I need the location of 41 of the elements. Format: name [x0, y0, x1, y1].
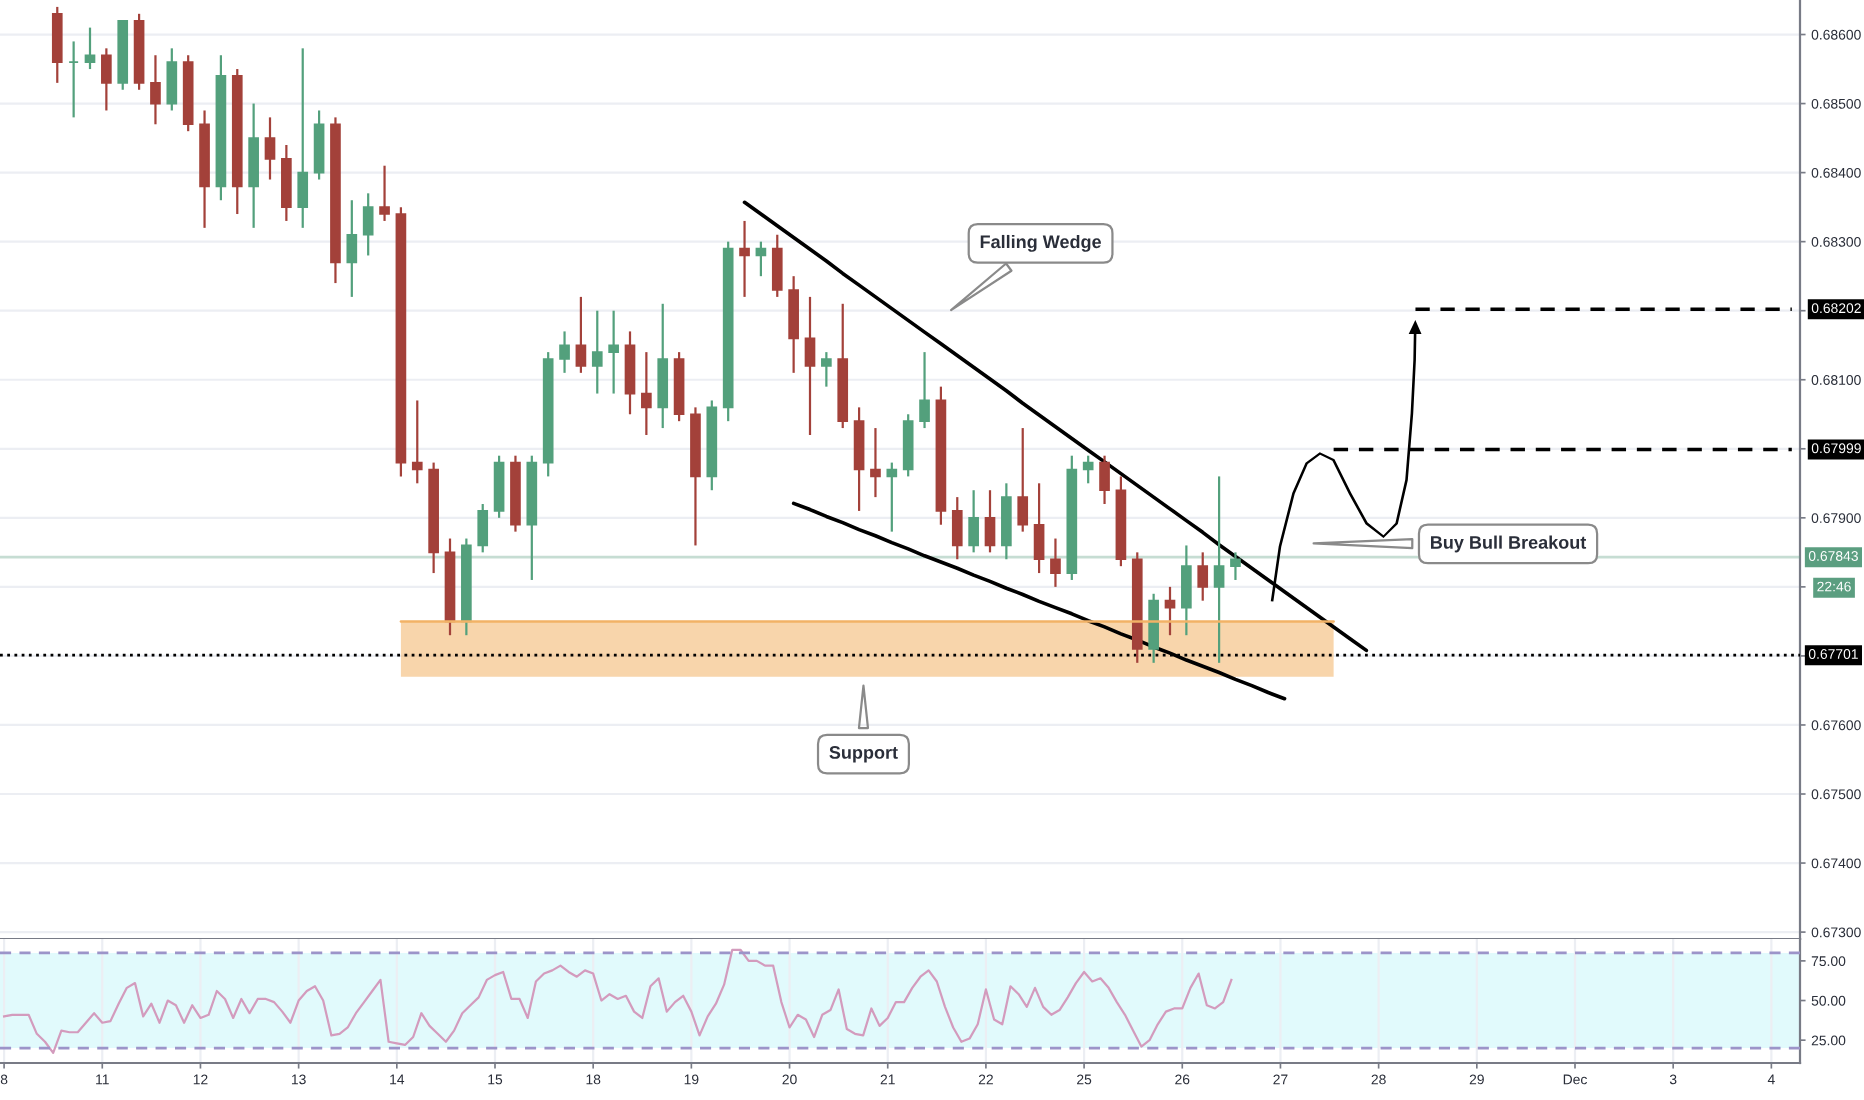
candlestick: [641, 351, 652, 437]
candlestick: [150, 54, 161, 126]
candlestick: [870, 426, 881, 499]
candlestick: [101, 47, 112, 112]
annotation: Falling Wedge: [980, 234, 1101, 252]
annotation: Support: [829, 746, 898, 763]
candlestick: [608, 309, 619, 395]
candlestick: [166, 47, 178, 112]
candlestick: [1017, 426, 1029, 533]
candlestick: [591, 309, 603, 395]
candlestick: [951, 496, 963, 561]
candlestick: [886, 461, 898, 533]
candlestick: [1050, 537, 1061, 588]
candlestick: [1099, 454, 1110, 506]
candlestick: [362, 192, 374, 257]
candlestick: [771, 233, 783, 298]
candlestick: [1164, 585, 1176, 637]
candlestick: [1082, 454, 1094, 485]
candlestick: [919, 351, 930, 430]
candlestick: [1181, 544, 1192, 637]
candlestick: [559, 330, 570, 374]
candlestick: [84, 26, 96, 71]
candlestick: [477, 502, 489, 554]
candlestick: [264, 116, 276, 181]
candlestick: [411, 399, 423, 485]
candlestick: [297, 47, 309, 229]
candlestick: [1213, 475, 1225, 664]
line-series: [2, 948, 1233, 1054]
candlestick: [984, 489, 996, 554]
candlestick: [968, 489, 979, 554]
candlestick: [1033, 482, 1045, 575]
candlestick: [804, 295, 816, 437]
candlestick: [1230, 551, 1241, 582]
candlestick: [1197, 551, 1209, 602]
candlestick: [346, 199, 358, 298]
candlestick: [575, 295, 587, 374]
candlestick: [821, 351, 832, 388]
annotation: Buy Bull Breakout: [1431, 535, 1587, 553]
candlestick: [379, 164, 390, 223]
candlestick: [739, 219, 750, 298]
candlestick: [755, 240, 767, 278]
